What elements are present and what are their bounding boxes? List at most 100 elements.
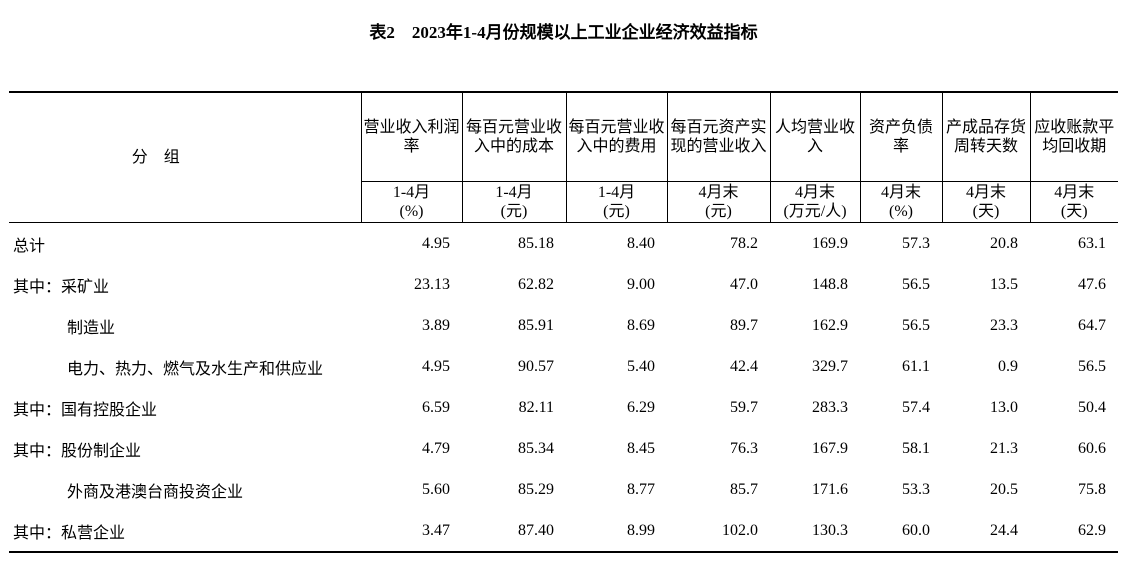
table-body: 总计 4.95 85.18 8.40 78.2 169.9 57.3 20.8 63.1 其中：采… [9,223,1118,553]
column-name: 每百元营业收入中的费用 [565,92,667,182]
column-unit: 4月末 (天) [1029,181,1118,223]
cell: 5.40 [627,357,655,375]
unit: (元) [603,203,630,220]
table-head: 分 组营业收入利润率 每百元营业收入中的成本 每百元营业收入中的费用 每百元资产实现的… [9,92,1118,223]
row-label: 外商及港澳台商投资企业 [67,483,244,501]
row-label: 制造业 [67,319,116,337]
column-name: 每百元营业收入中的成本 [461,92,566,182]
cell: 24.4 [990,521,1018,539]
header-row: 分 组营业收入利润率 每百元营业收入中的成本 每百元营业收入中的费用 每百元资产实现的… [9,92,1118,223]
cell: 6.59 [422,398,450,416]
group-header: 分 组 [9,92,361,223]
column-unit: 4月末 (天) [941,181,1030,223]
cell: 3.47 [422,521,450,539]
cell: 60.0 [902,521,930,539]
cell: 57.4 [902,398,930,416]
cell: 62.9 [1078,521,1106,539]
unit: (元) [500,203,528,220]
cell: 102.0 [722,521,758,539]
cell: 50.4 [1078,398,1106,416]
cell: 85.18 [518,234,554,252]
cell: 20.5 [990,480,1018,498]
cell: 89.7 [730,316,758,334]
cell: 8.45 [627,439,655,457]
column-unit: 4月末 (%) [859,181,942,223]
cell: 20.8 [990,234,1018,252]
period: 4月末 [794,184,835,201]
unit: (万元/人) [783,203,847,220]
cell: 169.9 [812,234,848,252]
period: 4月末 [965,184,1006,201]
data-row: 制造业 3.89 85.91 8.69 89.7 162.9 56.5 23.3 64.7 [9,305,1118,346]
data-row: 总计 4.95 85.18 8.40 78.2 169.9 57.3 20.8 63.1 [9,223,1118,265]
data-row: 其中：采矿业 23.13 62.82 9.00 47.0 148.8 56.5 13.5 47.… [9,264,1118,305]
data-row: 外商及港澳台商投资企业 5.60 85.29 8.77 85.7 171.6 53.3 20.… [9,469,1118,510]
cell: 13.5 [990,275,1018,293]
row-label: 其中：采矿业 [13,278,110,296]
cell: 60.6 [1078,439,1106,457]
data-row: 电力、热力、燃气及水生产和供应业 4.95 90.57 5.40 42.4 329.7 61… [9,346,1118,387]
cell: 23.13 [414,275,450,293]
cell: 87.40 [518,521,554,539]
column-unit: 4月末 (万元/人) [769,181,860,223]
cell: 90.57 [518,357,554,375]
column-name: 人均营业收入 [769,92,860,182]
cell: 21.3 [990,439,1018,457]
data-row: 其中：私营企业 3.47 87.40 8.99 102.0 130.3 60.0 24.4 62… [9,510,1118,552]
cell: 3.89 [422,316,450,334]
cell: 5.60 [422,480,450,498]
cell: 59.7 [730,398,758,416]
cell: 58.1 [902,439,930,457]
row-label: 其中：国有控股企业 [13,401,158,419]
data-row: 其中：股份制企业 4.79 85.34 8.45 76.3 167.9 58.1 21.3 60… [9,428,1118,469]
cell: 56.5 [902,275,930,293]
cell: 148.8 [812,275,848,293]
cell: 47.0 [730,275,758,293]
cell: 4.79 [422,439,450,457]
cell: 0.9 [998,357,1018,375]
cell: 13.0 [990,398,1018,416]
cell: 63.1 [1078,234,1106,252]
cell: 9.00 [627,275,655,293]
cell: 64.7 [1078,316,1106,334]
unit-row: 1-4月 (%) 1-4月 (元) 1-4月 (元) 4月末 (元) 4月末 (万元/人) 4月末 (… [9,181,1118,223]
row-label: 其中：股份制企业 [13,442,142,460]
column-name: 产成品存货周转天数 [941,92,1030,182]
unit: (天) [972,203,1000,220]
cell: 47.6 [1078,275,1106,293]
cell: 23.3 [990,316,1018,334]
unit: (%) [399,203,424,220]
period: 4月末 [1054,184,1095,201]
column-unit: 4月末 (元) [666,181,770,223]
cell: 56.5 [902,316,930,334]
cell: 75.8 [1078,480,1106,498]
column-unit: 1-4月 (元) [461,181,566,223]
cell: 4.95 [422,234,450,252]
cell: 130.3 [812,521,848,539]
unit: (%) [889,203,913,220]
period: 4月末 [698,184,739,201]
cell: 329.7 [812,357,848,375]
period: 4月末 [880,184,921,201]
period: 1-4月 [495,184,533,201]
period: 1-4月 [597,184,636,201]
cell: 8.77 [627,480,655,498]
cell: 57.3 [902,234,930,252]
row-label: 其中：私营企业 [13,524,126,542]
column-name: 每百元资产实现的营业收入 [666,92,770,182]
column-name: 营业收入利润率 [360,92,462,182]
cell: 171.6 [812,480,848,498]
cell: 82.11 [518,398,554,416]
cell: 53.3 [902,480,930,498]
period: 1-4月 [392,184,431,201]
table: 分 组营业收入利润率 每百元营业收入中的成本 每百元营业收入中的费用 每百元资产实现的… [9,91,1118,553]
cell: 61.1 [902,357,930,375]
cell: 8.99 [627,521,655,539]
column-unit: 1-4月 (元) [565,181,667,223]
column-name: 应收账款平均回收期 [1029,92,1118,182]
cell: 76.3 [730,439,758,457]
row-label: 总计 [13,237,46,255]
cell: 85.29 [518,480,554,498]
cell: 85.91 [518,316,554,334]
